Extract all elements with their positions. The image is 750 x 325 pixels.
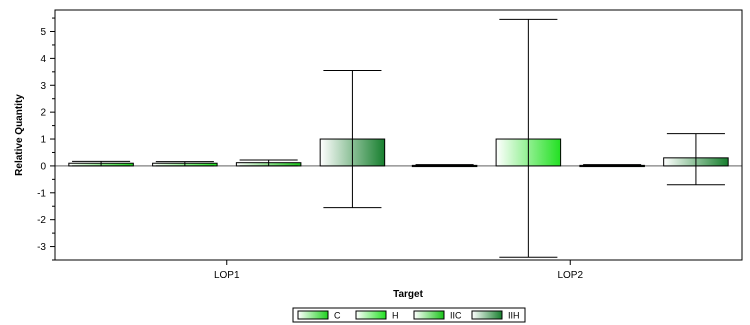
y-tick-label: 0 [40, 161, 46, 172]
legend-swatch-h [355, 310, 387, 320]
y-tick-label: -1 [37, 188, 46, 199]
y-axis-title: Relative Quantity [14, 94, 25, 176]
x-tick-label: LOP2 [557, 270, 583, 281]
y-tick-label: -3 [37, 242, 46, 253]
x-axis-title: Target [393, 289, 423, 300]
legend-label-iih: IIH [508, 311, 520, 321]
legend-swatch-iih [471, 310, 503, 320]
legend-label-c: C [334, 311, 341, 321]
y-tick-label: 2 [40, 108, 46, 119]
legend: C H IIC IIH [292, 307, 526, 323]
plot-frame [54, 9, 743, 261]
y-tick-label: 5 [40, 27, 46, 38]
legend-label-h: H [392, 311, 399, 321]
y-tick-label: 1 [40, 135, 46, 146]
y-tick-label: 3 [40, 81, 46, 92]
legend-label-iic: IIC [450, 311, 462, 321]
legend-swatch-iic [413, 310, 445, 320]
y-tick-label: 4 [40, 54, 46, 65]
x-tick-label: LOP1 [214, 270, 240, 281]
y-tick-label: -2 [37, 215, 46, 226]
legend-box [292, 307, 526, 323]
legend-swatch-c [297, 310, 329, 320]
